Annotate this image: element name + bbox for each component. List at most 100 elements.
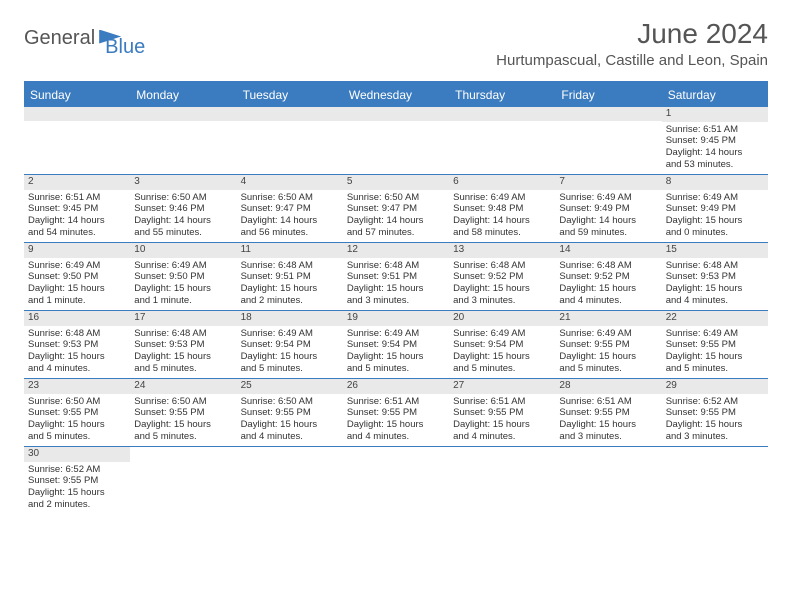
daylight-text-1: Daylight: 15 hours	[453, 351, 551, 363]
daylight-text-2: and 59 minutes.	[559, 227, 657, 239]
day-cell-2: 2Sunrise: 6:51 AMSunset: 9:45 PMDaylight…	[24, 175, 130, 242]
week-row: 1Sunrise: 6:51 AMSunset: 9:45 PMDaylight…	[24, 107, 768, 175]
day-number: 5	[343, 175, 449, 190]
daylight-text-1: Daylight: 15 hours	[347, 283, 445, 295]
empty-day-bar	[449, 107, 555, 121]
daylight-text-2: and 1 minute.	[28, 295, 126, 307]
sunset-text: Sunset: 9:45 PM	[666, 135, 764, 147]
sunset-text: Sunset: 9:49 PM	[559, 203, 657, 215]
sunrise-text: Sunrise: 6:49 AM	[559, 328, 657, 340]
day-number: 29	[662, 379, 768, 394]
empty-day-bar	[343, 107, 449, 121]
sunrise-text: Sunrise: 6:49 AM	[453, 328, 551, 340]
sunrise-text: Sunrise: 6:50 AM	[241, 192, 339, 204]
day-content: Sunrise: 6:49 AMSunset: 9:54 PMDaylight:…	[237, 326, 343, 379]
day-number: 1	[662, 107, 768, 122]
sunrise-text: Sunrise: 6:48 AM	[241, 260, 339, 272]
day-header-wednesday: Wednesday	[343, 83, 449, 107]
day-number: 22	[662, 311, 768, 326]
day-content: Sunrise: 6:50 AMSunset: 9:47 PMDaylight:…	[343, 190, 449, 243]
day-cell-30: 30Sunrise: 6:52 AMSunset: 9:55 PMDayligh…	[24, 447, 130, 514]
day-cell-25: 25Sunrise: 6:50 AMSunset: 9:55 PMDayligh…	[237, 379, 343, 446]
day-cell-3: 3Sunrise: 6:50 AMSunset: 9:46 PMDaylight…	[130, 175, 236, 242]
day-cell-1: 1Sunrise: 6:51 AMSunset: 9:45 PMDaylight…	[662, 107, 768, 174]
daylight-text-2: and 5 minutes.	[559, 363, 657, 375]
day-number: 12	[343, 243, 449, 258]
daylight-text-1: Daylight: 14 hours	[453, 215, 551, 227]
sunset-text: Sunset: 9:49 PM	[666, 203, 764, 215]
week-row: 2Sunrise: 6:51 AMSunset: 9:45 PMDaylight…	[24, 175, 768, 243]
day-number: 8	[662, 175, 768, 190]
sunset-text: Sunset: 9:55 PM	[28, 475, 126, 487]
empty-cell	[449, 107, 555, 174]
sunset-text: Sunset: 9:50 PM	[28, 271, 126, 283]
day-header-row: SundayMondayTuesdayWednesdayThursdayFrid…	[24, 83, 768, 107]
daylight-text-2: and 4 minutes.	[453, 431, 551, 443]
sunrise-text: Sunrise: 6:49 AM	[666, 328, 764, 340]
day-content: Sunrise: 6:48 AMSunset: 9:52 PMDaylight:…	[555, 258, 661, 311]
daylight-text-2: and 0 minutes.	[666, 227, 764, 239]
day-cell-27: 27Sunrise: 6:51 AMSunset: 9:55 PMDayligh…	[449, 379, 555, 446]
daylight-text-2: and 4 minutes.	[28, 363, 126, 375]
sunrise-text: Sunrise: 6:48 AM	[347, 260, 445, 272]
sunset-text: Sunset: 9:55 PM	[559, 339, 657, 351]
daylight-text-1: Daylight: 15 hours	[134, 419, 232, 431]
empty-cell	[24, 107, 130, 174]
daylight-text-2: and 5 minutes.	[134, 431, 232, 443]
day-number: 18	[237, 311, 343, 326]
day-content: Sunrise: 6:50 AMSunset: 9:55 PMDaylight:…	[24, 394, 130, 447]
day-cell-17: 17Sunrise: 6:48 AMSunset: 9:53 PMDayligh…	[130, 311, 236, 378]
daylight-text-2: and 5 minutes.	[666, 363, 764, 375]
daylight-text-1: Daylight: 15 hours	[559, 283, 657, 295]
empty-cell	[130, 447, 236, 514]
daylight-text-1: Daylight: 15 hours	[134, 351, 232, 363]
sunset-text: Sunset: 9:45 PM	[28, 203, 126, 215]
day-number: 10	[130, 243, 236, 258]
sunset-text: Sunset: 9:47 PM	[347, 203, 445, 215]
day-header-thursday: Thursday	[449, 83, 555, 107]
location-label: Hurtumpascual, Castille and Leon, Spain	[496, 52, 768, 69]
day-number: 19	[343, 311, 449, 326]
daylight-text-1: Daylight: 15 hours	[134, 283, 232, 295]
sunset-text: Sunset: 9:48 PM	[453, 203, 551, 215]
day-cell-22: 22Sunrise: 6:49 AMSunset: 9:55 PMDayligh…	[662, 311, 768, 378]
sunset-text: Sunset: 9:53 PM	[666, 271, 764, 283]
day-cell-11: 11Sunrise: 6:48 AMSunset: 9:51 PMDayligh…	[237, 243, 343, 310]
daylight-text-2: and 55 minutes.	[134, 227, 232, 239]
header: General Blue June 2024 Hurtumpascual, Ca…	[0, 0, 792, 75]
day-cell-26: 26Sunrise: 6:51 AMSunset: 9:55 PMDayligh…	[343, 379, 449, 446]
day-header-friday: Friday	[555, 83, 661, 107]
day-content: Sunrise: 6:50 AMSunset: 9:47 PMDaylight:…	[237, 190, 343, 243]
day-content: Sunrise: 6:51 AMSunset: 9:55 PMDaylight:…	[449, 394, 555, 447]
daylight-text-1: Daylight: 15 hours	[347, 419, 445, 431]
day-number: 26	[343, 379, 449, 394]
day-cell-14: 14Sunrise: 6:48 AMSunset: 9:52 PMDayligh…	[555, 243, 661, 310]
daylight-text-1: Daylight: 14 hours	[28, 215, 126, 227]
day-number: 24	[130, 379, 236, 394]
empty-day-bar	[24, 107, 130, 121]
day-number: 30	[24, 447, 130, 462]
sunset-text: Sunset: 9:52 PM	[453, 271, 551, 283]
day-cell-18: 18Sunrise: 6:49 AMSunset: 9:54 PMDayligh…	[237, 311, 343, 378]
day-cell-12: 12Sunrise: 6:48 AMSunset: 9:51 PMDayligh…	[343, 243, 449, 310]
day-cell-6: 6Sunrise: 6:49 AMSunset: 9:48 PMDaylight…	[449, 175, 555, 242]
sunset-text: Sunset: 9:55 PM	[241, 407, 339, 419]
empty-cell	[662, 447, 768, 514]
weeks-container: 1Sunrise: 6:51 AMSunset: 9:45 PMDaylight…	[24, 107, 768, 514]
daylight-text-1: Daylight: 15 hours	[28, 419, 126, 431]
sunset-text: Sunset: 9:55 PM	[134, 407, 232, 419]
daylight-text-2: and 4 minutes.	[666, 295, 764, 307]
sunrise-text: Sunrise: 6:49 AM	[134, 260, 232, 272]
daylight-text-1: Daylight: 15 hours	[559, 351, 657, 363]
sunset-text: Sunset: 9:55 PM	[559, 407, 657, 419]
day-cell-24: 24Sunrise: 6:50 AMSunset: 9:55 PMDayligh…	[130, 379, 236, 446]
day-cell-9: 9Sunrise: 6:49 AMSunset: 9:50 PMDaylight…	[24, 243, 130, 310]
daylight-text-2: and 4 minutes.	[559, 295, 657, 307]
sunrise-text: Sunrise: 6:51 AM	[559, 396, 657, 408]
day-content: Sunrise: 6:49 AMSunset: 9:50 PMDaylight:…	[130, 258, 236, 311]
sunset-text: Sunset: 9:52 PM	[559, 271, 657, 283]
empty-cell	[343, 447, 449, 514]
daylight-text-1: Daylight: 15 hours	[453, 283, 551, 295]
daylight-text-1: Daylight: 14 hours	[559, 215, 657, 227]
day-content: Sunrise: 6:49 AMSunset: 9:55 PMDaylight:…	[555, 326, 661, 379]
